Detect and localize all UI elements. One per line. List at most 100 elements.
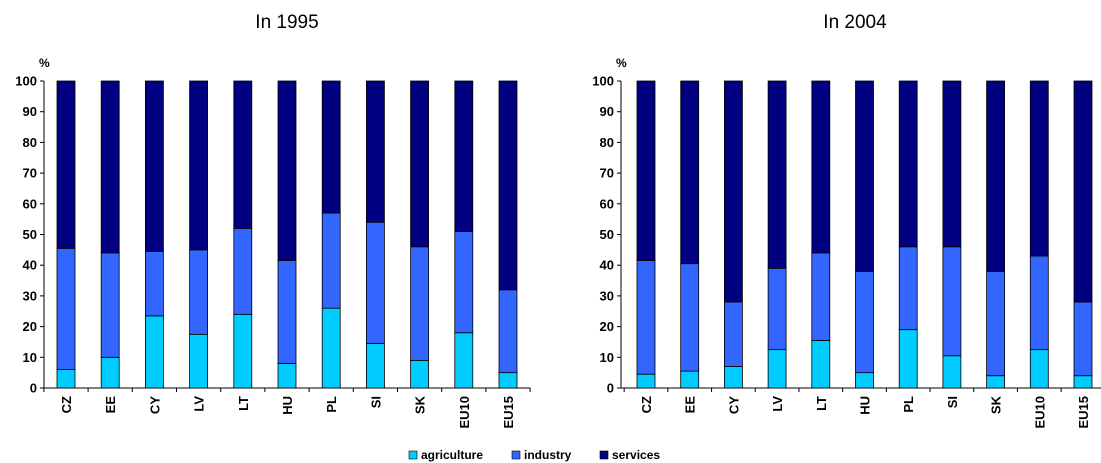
x-category-label: LV: [192, 396, 207, 412]
x-category-label: HU: [858, 396, 873, 415]
y-tick-label: 90: [23, 104, 37, 119]
bar-segment-services-pl: [898, 80, 918, 248]
x-category-label: CZ: [59, 396, 74, 413]
bar-segment-agriculture-cy: [724, 366, 743, 389]
x-category-label: EE: [683, 396, 698, 414]
x-category-label: SI: [945, 396, 960, 408]
bar-segment-services-lt: [811, 80, 831, 254]
bar-segment-agriculture-cy: [144, 315, 164, 389]
y-tick-label: 20: [23, 319, 37, 334]
bar-segment-services-si: [365, 80, 385, 223]
y-tick-label: 10: [600, 350, 614, 365]
x-category-label: PL: [901, 396, 916, 413]
bar-segment-services-cz: [56, 80, 76, 249]
legend-label-agriculture: agriculture: [421, 448, 483, 462]
bar-segment-agriculture-cz: [636, 373, 656, 389]
bar-segment-services-cy: [724, 80, 743, 303]
bar-segment-industry-pl: [321, 212, 341, 309]
y-tick-label: 80: [600, 135, 614, 150]
x-category-label: EU15: [1076, 396, 1091, 429]
bar-segment-services-si: [942, 80, 962, 248]
bar-segment-services-cz: [636, 80, 656, 261]
bar-segment-industry-sk: [410, 246, 430, 361]
chart-title-1995: In 1995: [255, 12, 318, 33]
y-tick-label: 30: [600, 288, 614, 303]
bar-segment-services-hu: [277, 80, 297, 261]
bar-segment-agriculture-ee: [100, 356, 120, 389]
x-category-label: PL: [324, 396, 339, 413]
legend-label-services: services: [612, 448, 660, 462]
y-tick-label: 60: [600, 196, 614, 211]
bar-segment-industry-eu10: [1029, 255, 1049, 351]
bar-segment-agriculture-eu10: [454, 332, 474, 389]
x-category-label: SK: [413, 395, 428, 414]
x-category-label: CY: [726, 396, 741, 414]
x-category-label: SK: [989, 395, 1004, 414]
bar-segment-industry-cy: [724, 301, 743, 367]
bar-segment-agriculture-sk: [986, 375, 1005, 389]
bar-segment-services-ee: [100, 80, 120, 254]
chart-panel-2004: % 0 10 20 30 40 50 60 70 80 90 100 CZ EE CY LV LT HU PL SI S…: [592, 56, 1101, 429]
bar-segment-services-eu15: [1073, 80, 1093, 303]
bar-segment-services-ee: [680, 80, 700, 265]
bar-segment-services-lv: [189, 80, 209, 251]
y-tick-label: 80: [23, 135, 37, 150]
bar-segment-services-eu10: [1029, 80, 1049, 257]
x-category-label: EU10: [1032, 396, 1047, 429]
bar-segment-agriculture-eu15: [498, 372, 518, 389]
bar-segment-industry-lv: [189, 249, 209, 335]
y-tick-label: 0: [607, 381, 614, 396]
bar-segment-services-hu: [855, 80, 874, 272]
bar-segment-agriculture-lv: [189, 333, 209, 389]
bar-segment-industry-lt: [811, 252, 831, 341]
legend-swatch-agriculture: [408, 450, 418, 460]
legend-swatch-industry: [511, 450, 521, 460]
x-category-label: HU: [280, 396, 295, 415]
bar-segment-industry-pl: [898, 246, 918, 331]
bar-segment-agriculture-hu: [855, 372, 874, 389]
bar-segment-agriculture-lt: [233, 313, 253, 389]
y-tick-label: 50: [23, 227, 37, 242]
bar-segment-agriculture-si: [365, 343, 385, 389]
bar-segment-industry-eu10: [454, 231, 474, 334]
y-tick-label: 90: [600, 104, 614, 119]
bar-segment-agriculture-lv: [767, 349, 787, 389]
bar-segment-agriculture-hu: [277, 363, 297, 389]
bar-segment-services-sk: [986, 80, 1005, 272]
bar-segment-agriculture-pl: [321, 307, 341, 389]
bar-segment-industry-hu: [277, 260, 297, 364]
y-tick-label: 40: [23, 258, 37, 273]
y-axis-unit: %: [616, 56, 627, 70]
x-category-label: EU15: [501, 396, 516, 429]
bar-segment-industry-cz: [56, 247, 76, 370]
bar-segment-services-eu10: [454, 80, 474, 232]
bar-segment-industry-ee: [100, 252, 120, 358]
y-tick-label: 100: [592, 74, 614, 89]
y-tick-label: 70: [600, 166, 614, 181]
bar-segment-agriculture-eu10: [1029, 349, 1049, 389]
bar-segment-industry-hu: [855, 270, 874, 374]
x-category-label: LT: [814, 396, 829, 411]
x-category-label: CY: [147, 396, 162, 414]
bar-segment-industry-sk: [986, 270, 1005, 377]
bar-segment-agriculture-ee: [680, 370, 700, 389]
y-tick-label: 30: [23, 288, 37, 303]
chart-title-2004: In 2004: [823, 12, 887, 33]
bar-segment-industry-cy: [144, 250, 164, 317]
bar-segment-industry-lt: [233, 227, 253, 315]
bar-segment-agriculture-sk: [410, 359, 430, 389]
y-tick-label: 70: [23, 166, 37, 181]
y-tick-label: 10: [23, 350, 37, 365]
bar-segment-services-eu15: [498, 80, 518, 291]
bar-segment-services-sk: [410, 80, 430, 248]
bar-segment-industry-eu15: [498, 289, 518, 374]
x-category-label: CZ: [639, 396, 654, 413]
x-category-label: EE: [103, 396, 118, 414]
x-category-label: LV: [770, 396, 785, 412]
legend-swatch-services: [599, 450, 609, 460]
bar-segment-agriculture-si: [942, 355, 962, 389]
chart-panel-1995: % 0 10 20 30 40 50 60 70 80 90 100 CZ EE CY LV LT HU PL SI S…: [15, 56, 531, 429]
bar-segment-industry-si: [942, 246, 962, 357]
y-tick-label: 50: [600, 227, 614, 242]
